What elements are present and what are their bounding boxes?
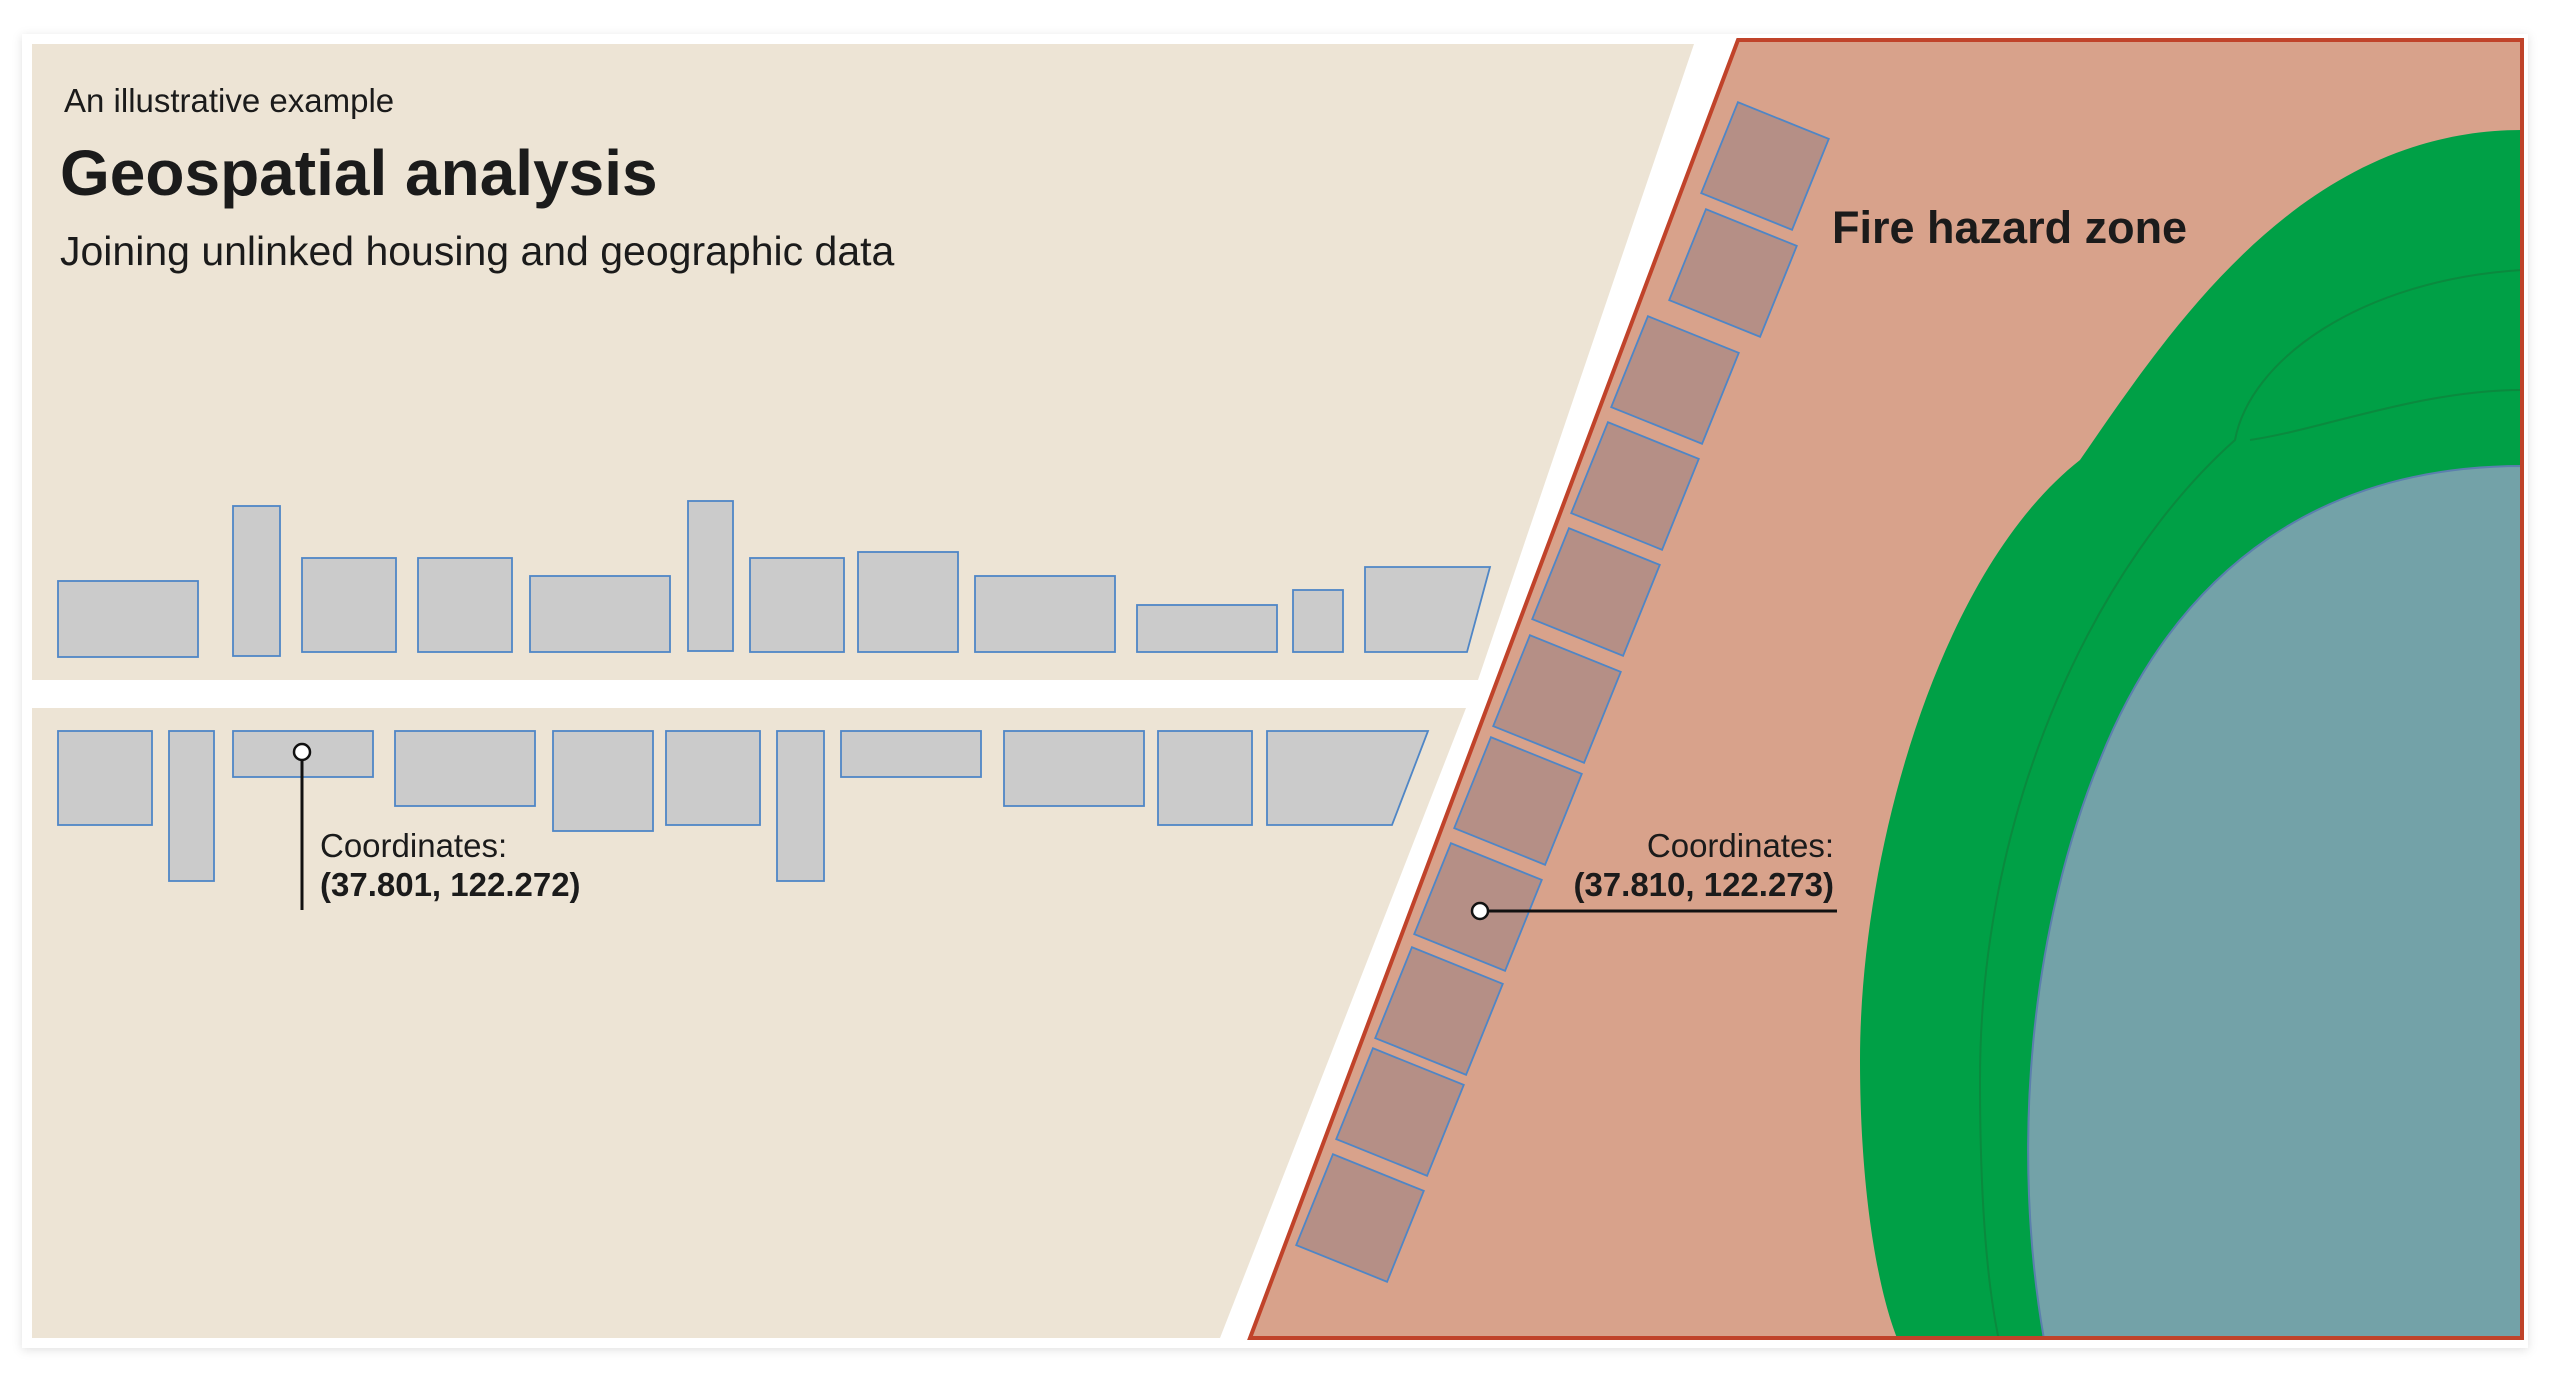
terrain-contour-line <box>2249 389 2522 441</box>
building <box>1374 946 1504 1076</box>
water-body <box>2027 464 2522 1338</box>
fire-hazard-zone-label: Fire hazard zone <box>1832 202 2187 253</box>
building <box>1292 589 1344 653</box>
building <box>1136 604 1278 653</box>
building <box>168 730 215 882</box>
building <box>301 557 397 653</box>
left-coordinate-callout: Coordinates: (37.801, 122.272) <box>292 742 581 910</box>
building <box>665 730 761 826</box>
building <box>776 730 825 882</box>
building <box>232 505 281 657</box>
building <box>1668 208 1798 338</box>
building <box>1003 730 1145 807</box>
building <box>1335 1047 1465 1177</box>
building <box>974 575 1116 653</box>
building <box>57 580 199 658</box>
building <box>1570 421 1700 551</box>
building <box>749 557 845 653</box>
building <box>1364 566 1492 653</box>
building <box>57 730 153 826</box>
building <box>1610 315 1740 445</box>
building <box>552 730 654 832</box>
building <box>394 730 536 807</box>
upper-land-panel <box>32 44 1694 680</box>
building <box>529 575 671 653</box>
page-title: Geospatial analysis <box>60 137 658 209</box>
lower-building-row <box>57 730 1430 882</box>
terrain-contour-line <box>1978 269 2522 1338</box>
location-pin-marker <box>1470 901 1490 921</box>
building <box>1531 527 1661 657</box>
building <box>687 500 734 652</box>
building <box>1157 730 1253 826</box>
right-coordinate-callout: Coordinates: (37.810, 122.273) <box>1470 827 1837 921</box>
terrain-layers <box>1860 130 2522 1338</box>
building <box>1700 101 1830 231</box>
upper-building-row <box>57 500 1492 658</box>
coordinate-label: Coordinates: <box>320 827 507 864</box>
fire-hazard-zone-border <box>1247 38 2524 1340</box>
fire-zone-building-row <box>1295 101 1830 1283</box>
building <box>857 551 959 653</box>
coordinate-value: (37.810, 122.273) <box>1573 866 1834 903</box>
location-pin-marker <box>292 742 312 762</box>
building <box>1453 736 1583 866</box>
building <box>1295 1153 1425 1283</box>
eyebrow-text: An illustrative example <box>64 82 394 119</box>
coordinate-value: (37.801, 122.272) <box>320 866 581 903</box>
building <box>1266 730 1430 826</box>
building <box>417 557 513 653</box>
building <box>840 730 982 778</box>
building <box>1492 634 1622 764</box>
page-subtitle: Joining unlinked housing and geographic … <box>60 228 895 274</box>
coordinate-label: Coordinates: <box>1647 827 1834 864</box>
lower-land-panel <box>32 708 1466 1338</box>
